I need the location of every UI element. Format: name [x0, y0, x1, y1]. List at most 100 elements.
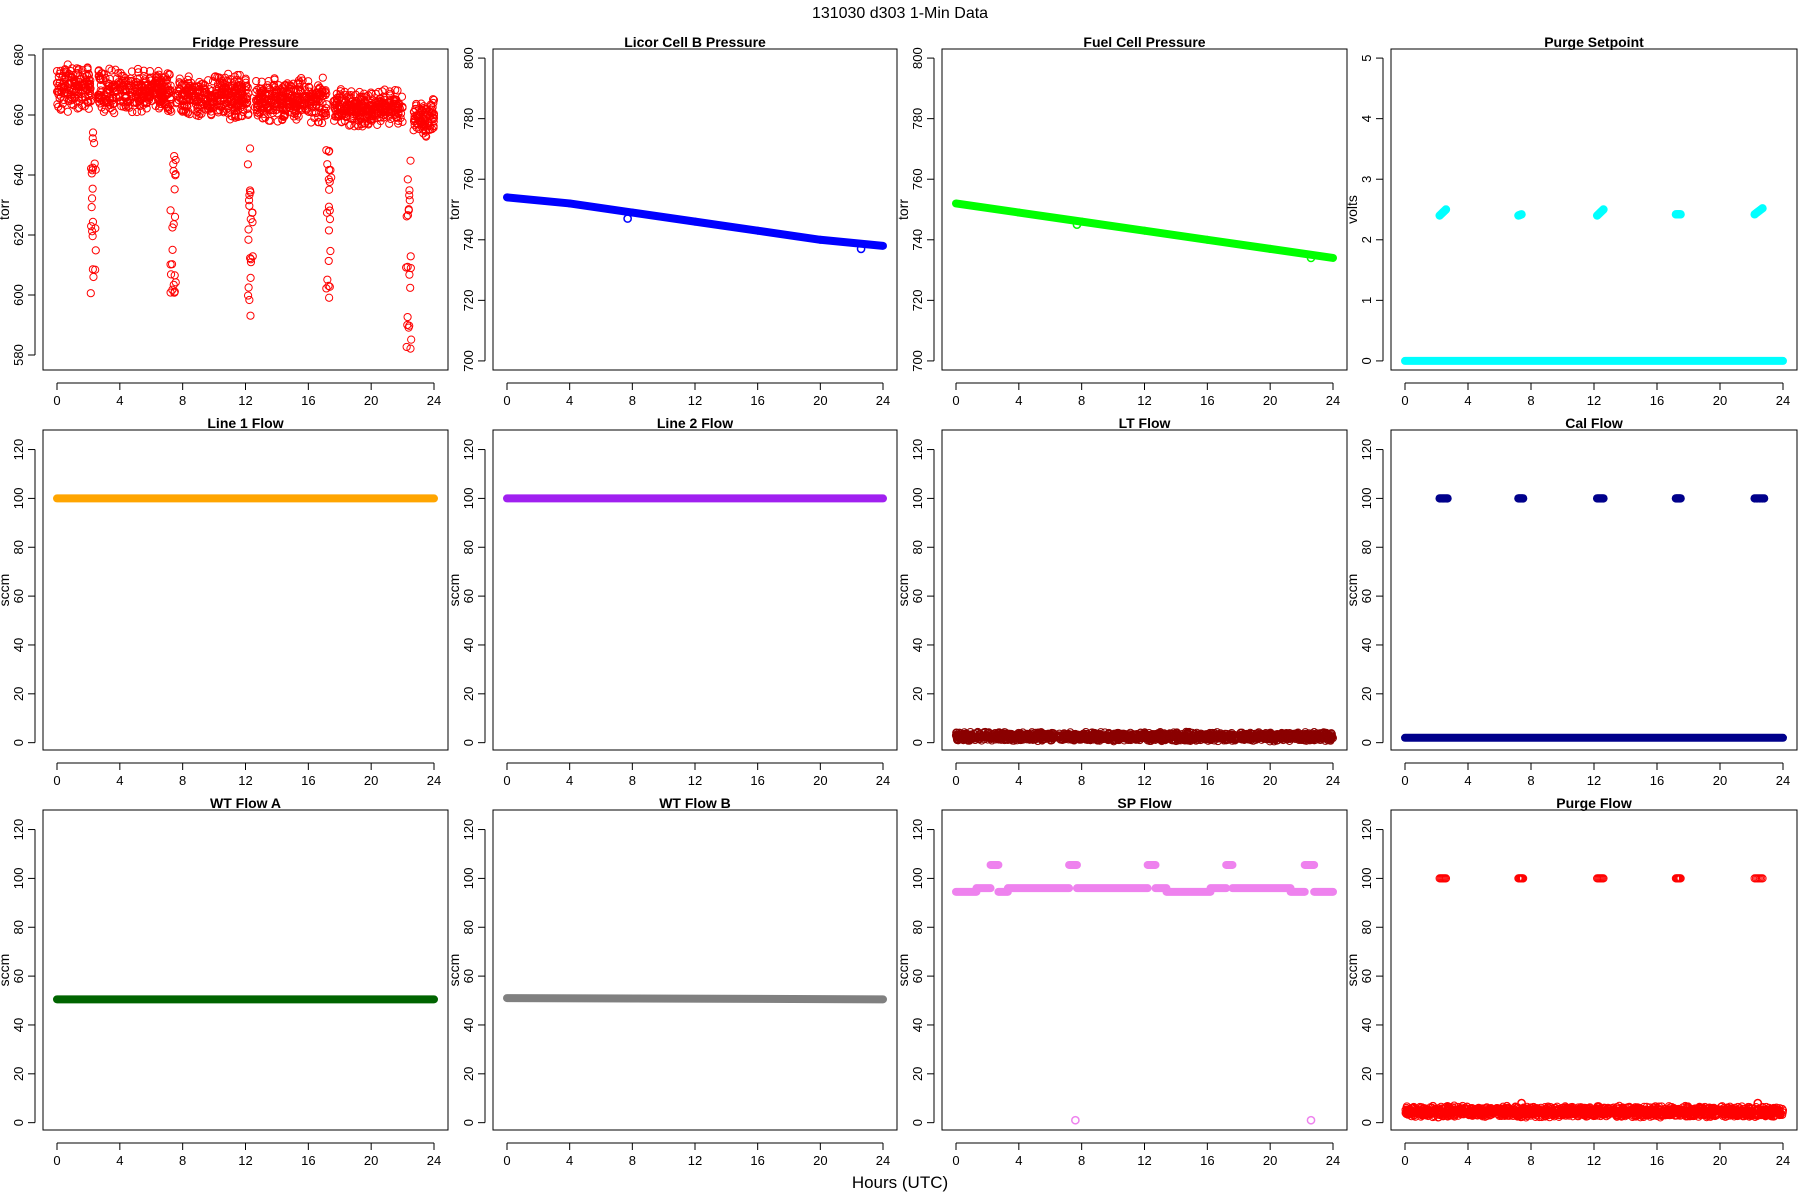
data-series-line [1203, 235, 1275, 253]
x-tick-label: 0 [53, 773, 60, 788]
y-tick-label: 100 [461, 488, 476, 510]
x-tick-label: 0 [1401, 1153, 1408, 1168]
data-point [263, 81, 272, 90]
plot-frame [1390, 48, 1798, 371]
x-tick-label: 8 [1527, 773, 1534, 788]
data-point [297, 99, 307, 109]
y-tick-label: 20 [461, 1067, 476, 1081]
data-point [175, 74, 184, 83]
y-tick-label: 100 [910, 868, 925, 890]
y-tick-label: 700 [910, 350, 925, 372]
x-tick-label: 8 [179, 393, 186, 408]
data-point [57, 104, 66, 113]
y-tick-label: 40 [461, 638, 476, 652]
data-point [294, 112, 303, 121]
y-tick-label: 40 [910, 1018, 925, 1032]
y-tick-label: 780 [910, 108, 925, 130]
x-tick-label: 24 [427, 393, 441, 408]
x-tick-label: 20 [1263, 773, 1277, 788]
plot-frame [492, 809, 898, 1131]
data-point [176, 84, 185, 94]
data-point [233, 70, 242, 80]
data-point [157, 80, 167, 89]
data-point [315, 103, 324, 113]
data-point [166, 206, 175, 215]
x-tick-label: 12 [1137, 1153, 1151, 1168]
data-point [124, 101, 133, 110]
x-tick-label: 20 [813, 1153, 827, 1168]
x-tick-label: 16 [1650, 393, 1664, 408]
x-tick-label: 24 [1326, 773, 1340, 788]
x-tick-label: 4 [1015, 773, 1022, 788]
x-tick-label: 24 [876, 1153, 890, 1168]
data-point [238, 83, 247, 92]
y-tick-label: 120 [461, 819, 476, 841]
y-tick-label: 60 [461, 969, 476, 983]
data-point [354, 116, 363, 125]
x-tick-label: 16 [750, 773, 764, 788]
y-tick-label: 0 [910, 1119, 925, 1126]
data-point [127, 76, 136, 86]
y-tick-label: 100 [11, 868, 26, 890]
data-point [252, 85, 262, 94]
panel-title: WT Flow B [659, 795, 731, 811]
y-tick-label: 800 [461, 47, 476, 69]
y-tick-label: 40 [910, 638, 925, 652]
x-tick-label: 12 [688, 1153, 702, 1168]
x-tick-label: 4 [1464, 393, 1471, 408]
data-point [221, 83, 230, 93]
data-point [1676, 494, 1685, 503]
data-point [325, 293, 334, 302]
data-series-line [503, 994, 887, 1004]
y-tick-label: 640 [11, 164, 26, 186]
data-point [213, 97, 222, 106]
data-point [379, 113, 388, 122]
x-tick-label: 0 [1401, 393, 1408, 408]
y-tick-label: 120 [910, 439, 925, 461]
data-point [71, 86, 80, 95]
outlier-point [1306, 1115, 1316, 1125]
data-point [217, 103, 226, 112]
data-point [145, 92, 154, 101]
x-tick-label: 16 [1200, 393, 1214, 408]
y-tick-label: 0 [910, 739, 925, 746]
data-point [141, 81, 150, 90]
data-point [346, 91, 355, 100]
data-point [217, 76, 226, 86]
panel-title: Purge Flow [1556, 795, 1632, 811]
y-tick-label: 60 [1359, 589, 1374, 603]
y-tick-label: 80 [461, 920, 476, 934]
data-point [170, 212, 180, 221]
data-point [221, 101, 230, 110]
data-series-line [816, 235, 887, 250]
figure-title: 131030 d303 1-Min Data [812, 5, 988, 22]
x-tick-label: 20 [1713, 393, 1727, 408]
data-point [324, 175, 333, 184]
data-point [351, 90, 360, 99]
data-point [317, 90, 326, 99]
data-point [393, 86, 402, 95]
data-point [63, 89, 73, 98]
x-tick-label: 0 [503, 393, 510, 408]
y-axis-label: sccm [1344, 954, 1360, 987]
x-tick-label: 24 [876, 773, 890, 788]
data-point [113, 80, 122, 89]
data-point [1518, 494, 1528, 503]
data-point [268, 108, 277, 118]
y-tick-label: 4 [1359, 115, 1374, 122]
data-point [132, 107, 142, 117]
panel-title: Fuel Cell Pressure [1083, 34, 1205, 50]
y-axis-label: sccm [1344, 574, 1360, 607]
data-point [105, 79, 114, 89]
y-axis-label: torr [895, 199, 911, 220]
x-tick-label: 16 [1200, 773, 1214, 788]
data-point [112, 74, 121, 83]
data-point [305, 83, 314, 92]
data-point [397, 92, 407, 101]
x-tick-label: 20 [813, 773, 827, 788]
data-point [1443, 494, 1452, 503]
data-point [236, 94, 246, 103]
